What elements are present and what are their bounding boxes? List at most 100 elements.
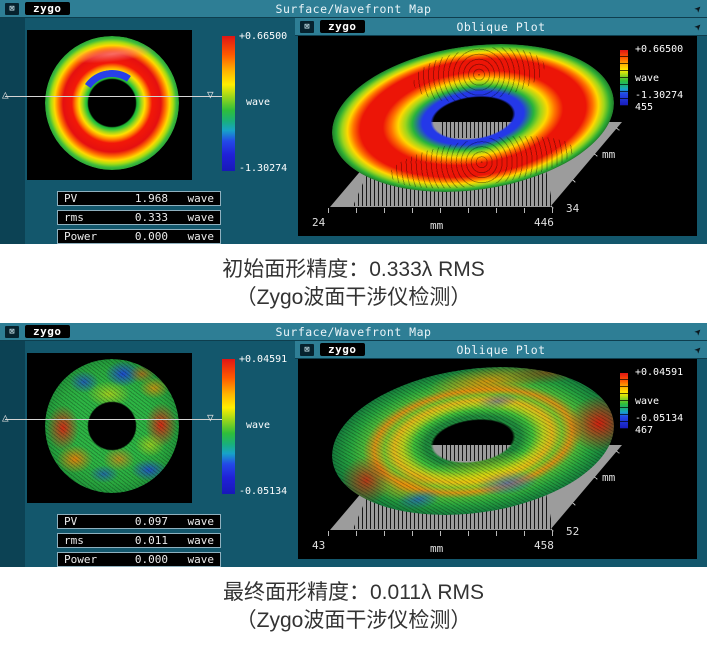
oblique-colorbar bbox=[620, 373, 628, 429]
stat-units: wave bbox=[187, 211, 215, 224]
noise-blob bbox=[103, 447, 135, 471]
x-axis-label: mm bbox=[430, 219, 444, 232]
stat-units: wave bbox=[187, 230, 215, 243]
noise-blob bbox=[131, 459, 167, 481]
measurement-window-final: ⊠ zygo Surface/Wavefront Map ➤ bbox=[0, 323, 707, 567]
noise-blob bbox=[139, 377, 169, 399]
x-max-label: 446 bbox=[534, 216, 554, 229]
stats-readout: PV 1.968 wave rms 0.333 wave Power 0.000… bbox=[57, 191, 221, 244]
colorbar-min-label: -1.30274 bbox=[635, 90, 684, 101]
caption-line: （Zygo波面干涉仪检测） bbox=[235, 609, 472, 632]
stat-units: wave bbox=[187, 515, 215, 528]
stat-label: rms bbox=[64, 211, 84, 224]
noise-blob bbox=[135, 433, 165, 457]
caption-final: 最终面形精度：0.011λ RMS （Zygo波面干涉仪检测） bbox=[0, 567, 707, 647]
x-axis-label: mm bbox=[430, 542, 444, 555]
window-title: Oblique Plot bbox=[456, 342, 546, 357]
stat-value: 0.000 bbox=[134, 230, 168, 243]
depth-value-label: 52 bbox=[566, 525, 580, 538]
stat-label: PV bbox=[64, 515, 78, 528]
oblique-colorbar bbox=[620, 50, 628, 106]
window-menu-icon[interactable]: ⊠ bbox=[5, 2, 19, 15]
stat-units: wave bbox=[187, 553, 215, 566]
stat-row-pv: PV 0.097 wave bbox=[57, 514, 221, 529]
zygo-logo: zygo bbox=[320, 20, 365, 33]
colorbar-units-label: wave bbox=[635, 396, 660, 407]
depth-value-label: 34 bbox=[566, 202, 580, 215]
colorbar-max-label: +0.66500 bbox=[239, 31, 288, 42]
map-colorbar bbox=[222, 36, 235, 171]
oblique-plot-window: ⊠ zygo Oblique Plot ➤ bbox=[295, 341, 707, 567]
profile-marker-left-icon[interactable]: △ bbox=[2, 88, 9, 101]
caption-line: 最终面形精度：0.011λ RMS bbox=[223, 581, 484, 604]
x-max-label: 458 bbox=[534, 539, 554, 552]
zygo-logo: zygo bbox=[25, 325, 70, 338]
colorbar-units-label: wave bbox=[635, 73, 660, 84]
x-min-label: 43 bbox=[312, 539, 326, 552]
colorbar-min-label: -0.05134 bbox=[635, 413, 684, 424]
left-frame-strip bbox=[0, 341, 25, 567]
window-menu-icon[interactable]: ⊠ bbox=[300, 343, 314, 356]
map-colorbar bbox=[222, 359, 235, 494]
profile-marker-left-icon[interactable]: △ bbox=[2, 411, 9, 424]
colorbar-marker-icon[interactable]: ▽ bbox=[207, 411, 214, 424]
y-axis-label: mm bbox=[602, 148, 616, 161]
measurement-window-initial: ⊠ zygo Surface/Wavefront Map ➤ △ ▽ +0.66… bbox=[0, 0, 707, 244]
contour-texture bbox=[410, 39, 549, 110]
wavefront-map bbox=[27, 353, 192, 503]
x-min-label: 24 bbox=[312, 216, 326, 229]
stat-row-pv: PV 1.968 wave bbox=[57, 191, 221, 206]
stat-label: rms bbox=[64, 534, 84, 547]
colorbar-units-label: wave bbox=[246, 97, 271, 108]
profile-line[interactable] bbox=[5, 96, 222, 97]
window-title: Oblique Plot bbox=[456, 19, 546, 34]
zygo-logo: zygo bbox=[25, 2, 70, 15]
stat-value: 0.333 bbox=[134, 211, 168, 224]
noise-blob bbox=[129, 365, 155, 383]
stat-label: Power bbox=[64, 230, 98, 243]
window-menu-icon[interactable]: ⊠ bbox=[5, 325, 19, 338]
inner-blue-arc bbox=[73, 64, 151, 142]
window-menu-icon[interactable]: ⊠ bbox=[300, 20, 314, 33]
stat-units: wave bbox=[187, 192, 215, 205]
oblique-plot: 43 mm 458 52 mm +0.04591 wave -0.05134 4… bbox=[298, 359, 697, 559]
colorbar-marker-icon[interactable]: ▽ bbox=[207, 88, 214, 101]
stat-row-rms: rms 0.333 wave bbox=[57, 210, 221, 225]
colorbar-points-label: 455 bbox=[635, 102, 654, 113]
stat-label: Power bbox=[64, 553, 98, 566]
caption-line: （Zygo波面干涉仪检测） bbox=[235, 285, 472, 309]
stat-value: 0.097 bbox=[134, 515, 168, 528]
highlight-streak bbox=[66, 41, 158, 67]
stat-row-power: Power 0.000 wave bbox=[57, 229, 221, 244]
stat-label: PV bbox=[64, 192, 78, 205]
profile-line[interactable] bbox=[5, 419, 222, 420]
titlebar: ⊠ zygo Surface/Wavefront Map ➤ bbox=[0, 0, 707, 18]
stats-readout: PV 0.097 wave rms 0.011 wave Power 0.000… bbox=[57, 514, 221, 567]
left-frame-strip bbox=[0, 18, 25, 244]
wavefront-ring bbox=[45, 359, 179, 493]
noise-blob bbox=[57, 445, 93, 473]
caption-initial: 初始面形精度：0.333λ RMS （Zygo波面干涉仪检测） bbox=[0, 244, 707, 323]
noise-blob bbox=[87, 381, 131, 407]
oblique-plot-window: ⊠ zygo Oblique Plot ➤ 24 mm bbox=[295, 18, 707, 244]
window-title: Surface/Wavefront Map bbox=[275, 1, 432, 16]
colorbar-max-label: +0.04591 bbox=[239, 354, 288, 365]
x-axis-ticks bbox=[328, 531, 554, 536]
window-title: Surface/Wavefront Map bbox=[275, 324, 432, 339]
window-body: △ ▽ +0.04591 wave -0.05134 PV 0.097 wave… bbox=[0, 341, 707, 567]
noise-texture bbox=[45, 359, 179, 493]
titlebar: ⊠ zygo Oblique Plot ➤ bbox=[295, 341, 707, 359]
colorbar-min-label: -0.05134 bbox=[239, 486, 288, 497]
titlebar: ⊠ zygo Oblique Plot ➤ bbox=[295, 18, 707, 36]
colorbar-units-label: wave bbox=[246, 420, 271, 431]
oblique-surface bbox=[322, 359, 624, 533]
wavefront-ring bbox=[45, 36, 179, 170]
stat-units: wave bbox=[187, 534, 215, 547]
stat-value: 1.968 bbox=[134, 192, 168, 205]
caption-line: 初始面形精度：0.333λ RMS bbox=[222, 257, 485, 281]
colorbar-points-label: 467 bbox=[635, 425, 654, 436]
stat-row-rms: rms 0.011 wave bbox=[57, 533, 221, 548]
x-axis-ticks bbox=[328, 208, 554, 213]
colorbar-min-label: -1.30274 bbox=[239, 163, 288, 174]
